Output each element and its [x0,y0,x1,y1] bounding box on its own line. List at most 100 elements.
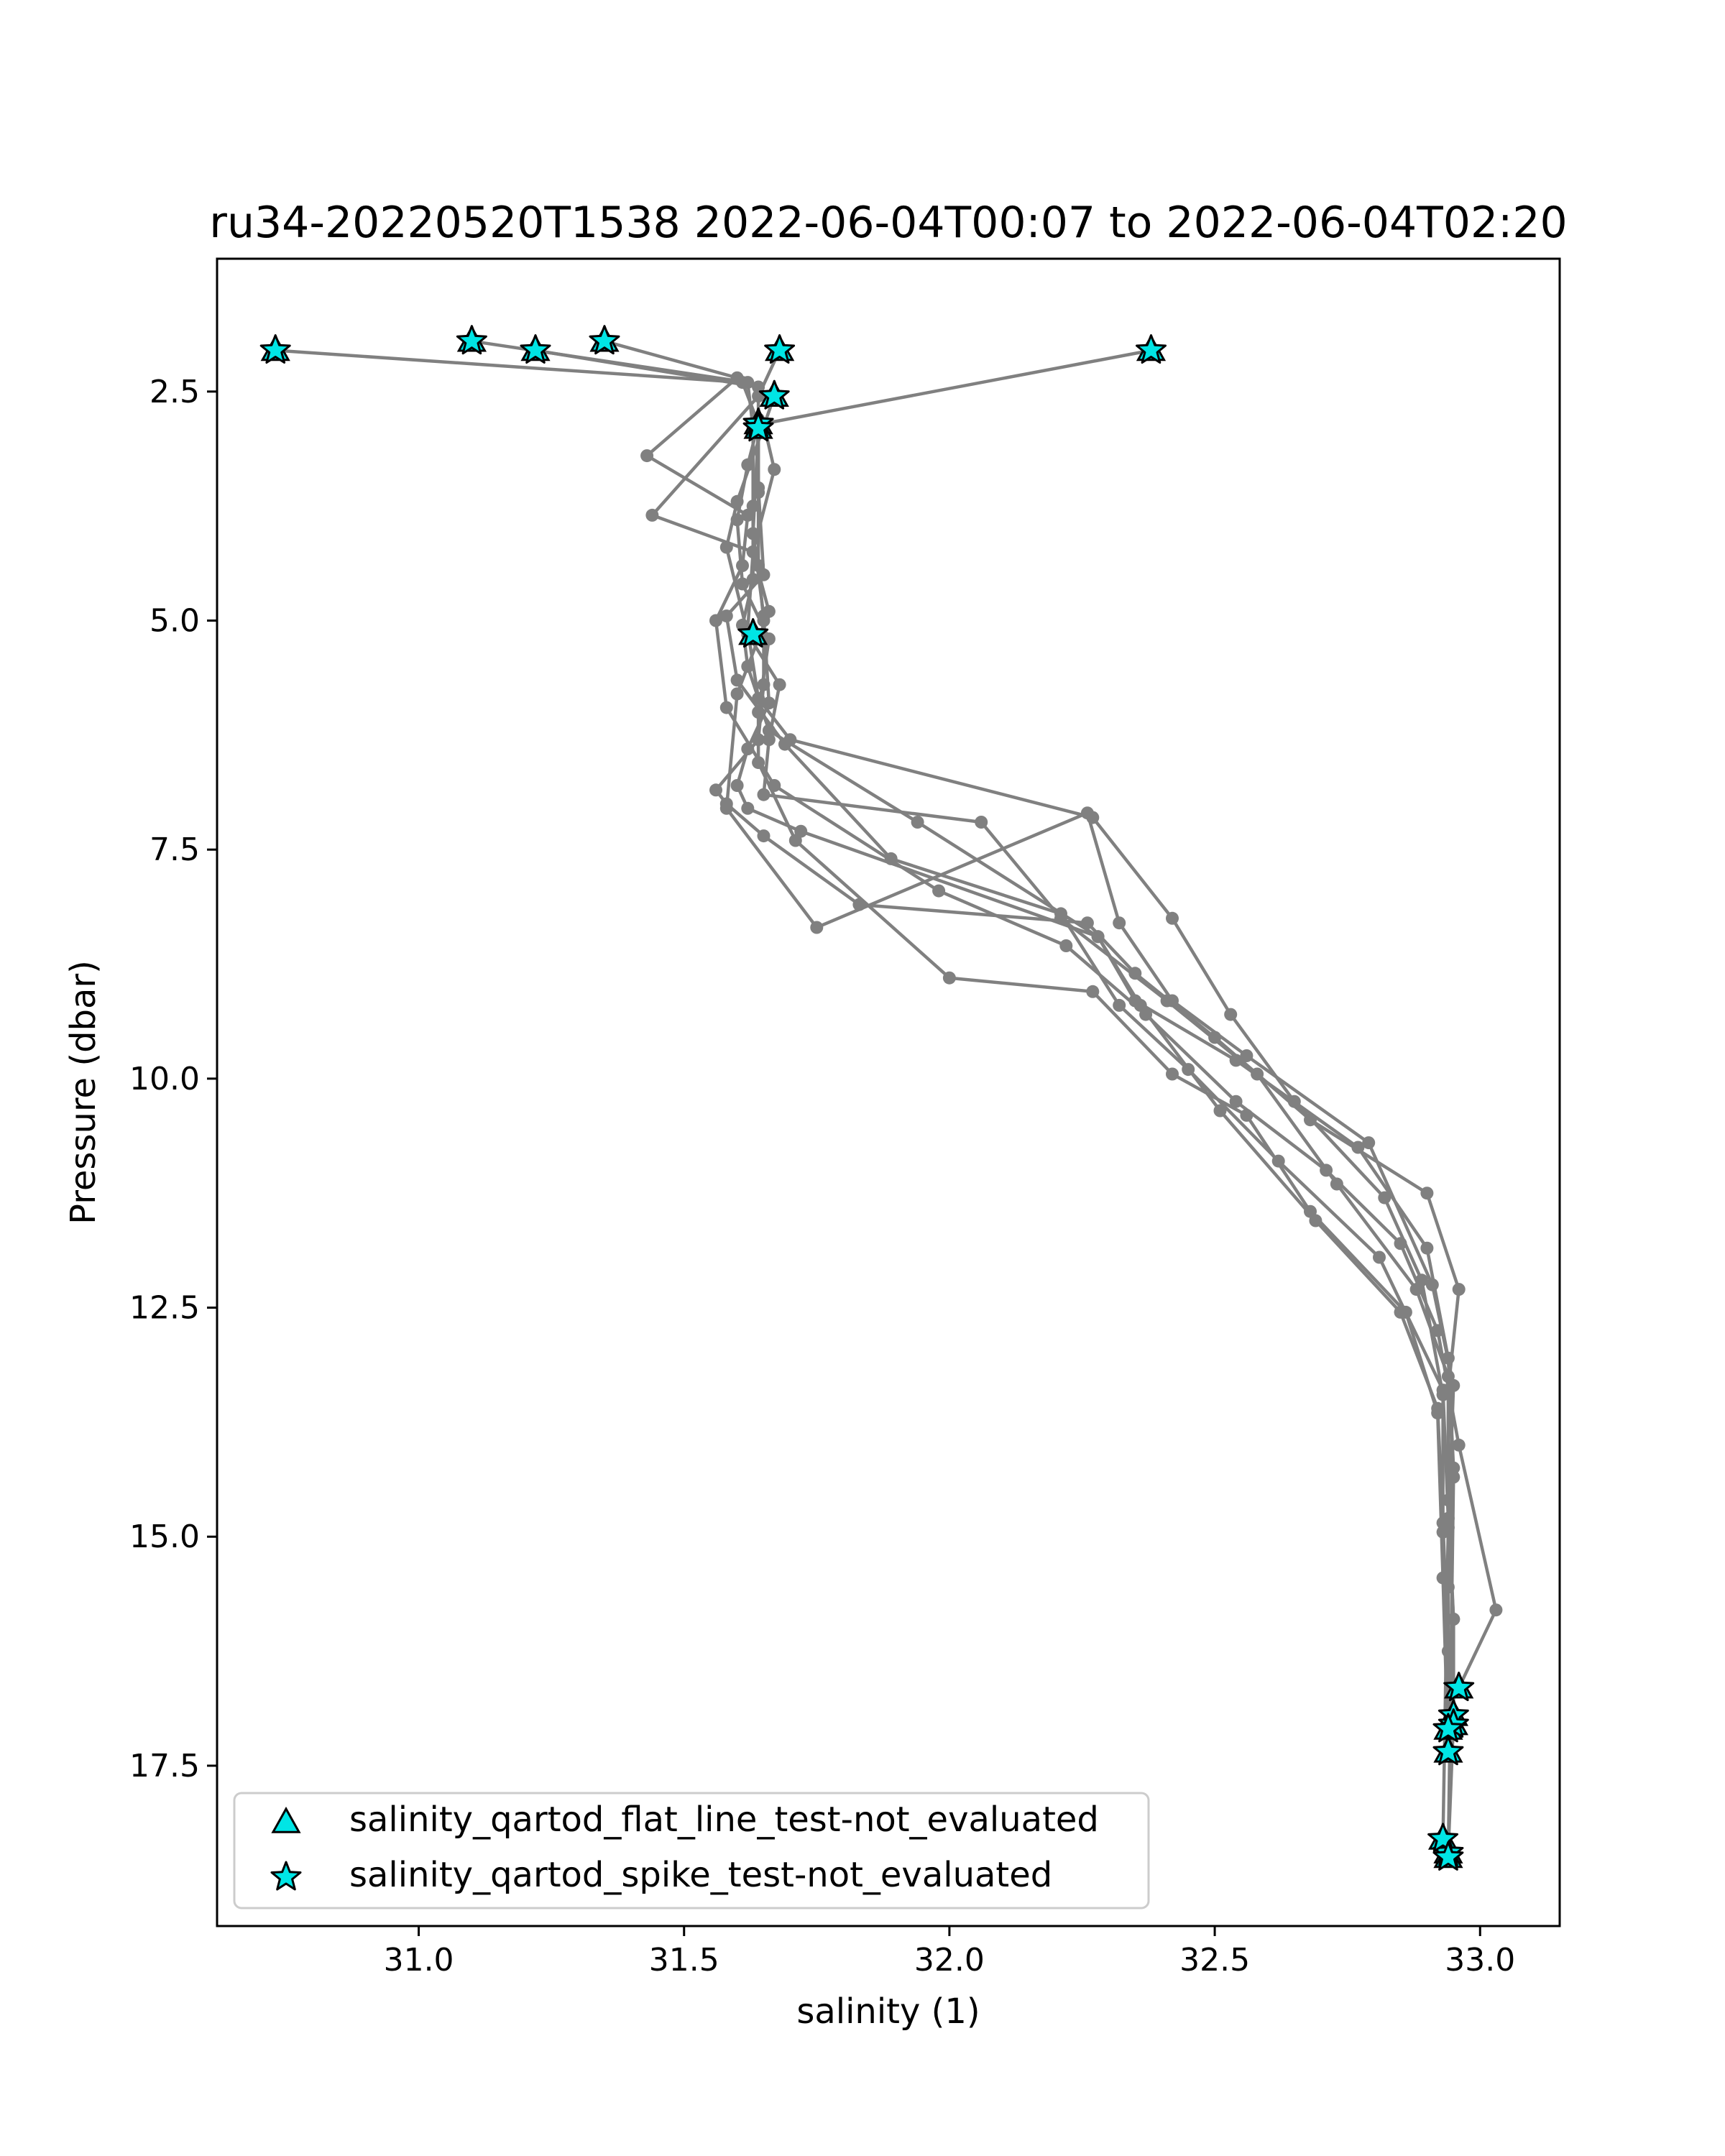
plot-frame [216,257,1561,1927]
data-point [730,687,744,701]
data-point [752,706,765,719]
y-tick-label: 5.0 [150,603,200,640]
data-point [1229,1054,1243,1067]
data-point [1213,1104,1227,1118]
data-point [757,678,770,691]
data-point [1086,811,1100,824]
data-point [1452,1438,1466,1452]
qartod-markers [259,325,1475,1871]
data-point [719,540,733,554]
data-point [1113,998,1126,1012]
data-point [719,609,733,623]
data-point [1128,967,1142,980]
data-point [932,884,946,898]
spike-marker [764,334,796,364]
data-point [736,559,749,572]
data-point [746,527,760,540]
y-tick-label: 7.5 [150,831,200,868]
data-point [810,921,824,934]
x-axis-label: salinity (1) [796,1991,980,2032]
data-point [1271,1154,1285,1168]
spike-marker [1432,1713,1464,1743]
data-point [730,371,744,384]
data-point [1436,1571,1450,1585]
data-point [1415,1273,1428,1287]
data-point [1431,1324,1445,1337]
data-point [783,733,797,747]
data-point [741,376,755,390]
data-point [762,733,776,747]
data-point [752,691,765,705]
data-point [1330,1177,1343,1191]
legend-box [233,1792,1150,1909]
spike-marker [737,618,769,648]
data-point [1182,1063,1195,1077]
chart-title: ru34-20220520T1538 2022-06-04T00:07 to 2… [209,198,1567,248]
data-point [1447,1470,1460,1484]
data-point [773,678,786,691]
data-point [794,824,808,838]
data-point [752,733,765,747]
data-point [1113,916,1126,930]
data-point [1447,1613,1460,1626]
spike-marker [589,325,620,355]
data-point [709,783,722,797]
data-point [645,508,659,522]
data-point [1452,1283,1466,1296]
spike-marker [1432,1841,1464,1871]
data-point [1166,1067,1179,1081]
data-point [709,614,722,627]
data-point [757,788,770,801]
data-point [1441,1644,1455,1658]
data-point [1420,1241,1434,1255]
data-point [1425,1278,1439,1291]
x-tick-label: 32.0 [914,1942,985,1978]
y-tick-label: 2.5 [150,374,200,410]
data-point [768,779,781,792]
profile-line-4 [604,339,1498,1689]
data-point [1394,1237,1407,1250]
data-point [1086,985,1100,998]
data-point [730,779,744,792]
data-point [1240,1049,1254,1062]
profile-line-9 [735,428,1450,1651]
spike-marker [1136,334,1167,364]
spike-marker [758,379,790,410]
data-point [1436,1388,1450,1401]
data-point [1208,1031,1222,1044]
data-point [1441,1370,1455,1383]
data-point [1436,1525,1450,1539]
data-point [741,660,755,673]
data-point [1441,1351,1455,1365]
data-point [1394,1305,1407,1319]
data-point [730,494,744,508]
data-point [1351,1141,1365,1154]
spike-marker [1432,1736,1464,1766]
data-point [1080,916,1094,930]
data-point [1304,1113,1317,1127]
data-point [852,898,866,911]
data-point [762,696,776,710]
data-point [752,481,765,494]
spike-marker [742,412,774,442]
data-point [1320,1164,1333,1177]
legend-label-spike: salinity_qartod_spike_test-not_evaluated [349,1855,1052,1895]
legend-star-marker [270,1861,302,1891]
x-tick-label: 31.0 [384,1942,454,1978]
data-point [1229,1095,1243,1108]
data-point [762,724,776,737]
data-point [975,816,988,829]
data-point [746,545,760,558]
profile-lines [275,339,1498,1858]
data-point [1251,1067,1264,1081]
data-point [741,508,755,522]
data-point [1166,911,1179,925]
data-point [884,852,898,865]
data-point [1160,994,1174,1008]
data-point [1287,1095,1301,1108]
data-point [757,609,770,623]
legend-triangle-symbol [271,1806,301,1833]
spike-marker [1427,1823,1458,1853]
data-point [640,449,654,463]
